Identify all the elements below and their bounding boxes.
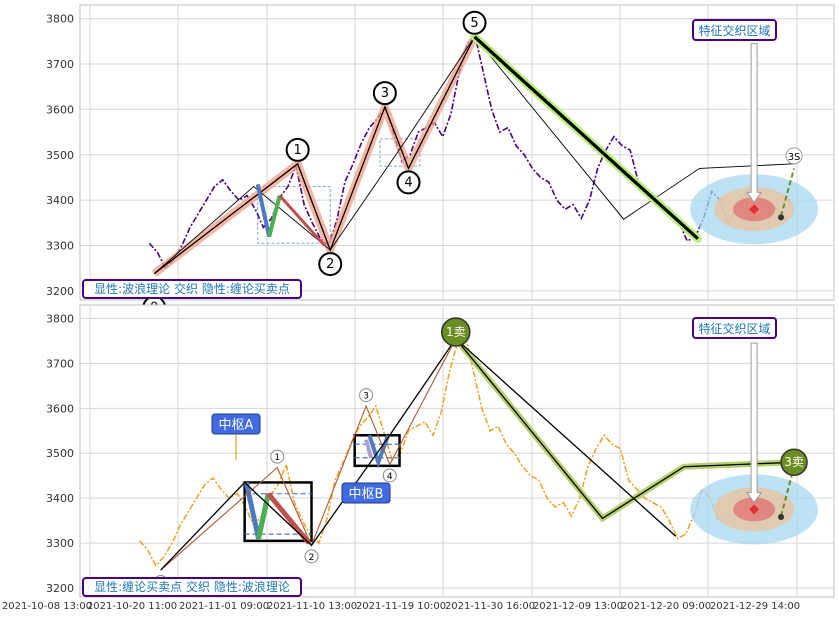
chanlun-down-line [455, 338, 677, 537]
y-tick-label: 3700 [46, 357, 74, 370]
plot-area [79, 304, 835, 598]
v-center-b-blue [367, 434, 391, 469]
chanlun-line-top [153, 36, 795, 275]
wave-point-marker [318, 252, 343, 277]
bottom-panel: 3200330034003500360037003800特征交织区域012341… [46, 304, 835, 598]
center-b-label: 中枢B [349, 487, 384, 502]
wave-point-label: 3S [788, 152, 801, 163]
wave-point-label: 5 [470, 16, 478, 31]
wave-point-small-marker [304, 549, 319, 564]
wave-point-marker [396, 170, 421, 195]
y-tick-label: 3800 [46, 312, 74, 325]
wave-point-label: 3 [381, 86, 389, 101]
caption-bottom-box [82, 577, 302, 597]
wave-point-marker [785, 147, 803, 165]
down-trend-line [473, 35, 699, 240]
top-panel: 3200330034003500360037003800特征交织区域012345… [46, 4, 835, 320]
wave-point-marker [285, 137, 310, 162]
wave-point-small-label: 1 [274, 453, 280, 463]
chanlun-line-bottom [160, 337, 795, 571]
wave-point-marker [372, 81, 397, 106]
x-tick-label: 2021-10-08 13:00 [2, 601, 92, 612]
hidden-wave-line [160, 338, 457, 571]
wave-point-small-marker [359, 388, 374, 403]
wave-point-label: 1 [294, 143, 302, 158]
projection-line-top [780, 168, 796, 217]
sell-3-marker [780, 448, 808, 476]
center-b-label-box [341, 482, 391, 504]
y-tick-label: 3600 [46, 402, 74, 415]
wave-point-small-marker [382, 468, 397, 483]
wave-line [153, 36, 476, 275]
zone-label-bottom-box [692, 317, 777, 339]
x-tick-label: 2021-11-30 16:00 [445, 601, 535, 612]
x-tick-label: 2021-12-09 13:00 [533, 601, 623, 612]
y-tick-label: 3500 [46, 149, 74, 162]
x-tick-label: 2021-10-20 11:00 [87, 601, 177, 612]
zone-core-diamond [749, 204, 760, 215]
y-tick-label: 3400 [46, 492, 74, 505]
x-tick-label: 2021-11-19 10:00 [356, 601, 446, 612]
caption-top: 显性:波浪理论 交织 隐性:缠论买卖点 [94, 281, 290, 296]
center-a-label: 中枢A [219, 418, 254, 433]
y-tick-label: 3800 [46, 13, 74, 26]
zone-label-top: 特征交织区域 [698, 23, 770, 38]
wave-point-label: 4 [404, 175, 412, 190]
zone-core-diamond [749, 504, 760, 515]
caption-bottom: 显性:缠论买卖点 交织 隐性:波浪理论 [94, 579, 290, 594]
zone-label-bottom: 特征交织区域 [698, 321, 770, 336]
zone-arrow [746, 43, 763, 204]
v-segment-red [278, 194, 326, 247]
center-b-rect [353, 434, 401, 468]
v-center-a-green [256, 493, 271, 540]
sell-1-label: 1卖 [446, 325, 466, 339]
zone-label-top-box [692, 19, 777, 41]
caption-top-box [82, 279, 302, 299]
projection-dot-top [778, 214, 785, 221]
y-tick-label: 3400 [46, 194, 74, 207]
y-tick-label: 3300 [46, 537, 74, 550]
center-a-rect [243, 481, 313, 543]
plot-area [79, 4, 835, 301]
wave-point-small-marker [270, 449, 285, 464]
x-tick-label: 2021-12-29 14:00 [710, 601, 800, 612]
y-tick-label: 3200 [46, 582, 74, 595]
v-center-a-red [266, 492, 311, 545]
wave-point-label: 2 [326, 257, 334, 272]
projection-dot-bottom [778, 514, 785, 521]
v-center-b-violet [364, 439, 373, 459]
y-tick-label: 3700 [46, 58, 74, 71]
y-tick-label: 3500 [46, 447, 74, 460]
x-tick-label: 2021-11-10 13:00 [267, 601, 357, 612]
wave-point-small-label: 2 [309, 553, 315, 563]
wave-point-small-label: 4 [387, 472, 393, 482]
y-tick-label: 3600 [46, 103, 74, 116]
y-tick-label: 3200 [46, 285, 74, 298]
sell-3-label: 3卖 [784, 455, 804, 469]
v-segment-green [267, 195, 282, 237]
wave-point-marker [462, 10, 487, 35]
sell-1-marker [441, 317, 471, 347]
wave-point-small-label: 3 [363, 392, 369, 402]
center-box-b [379, 138, 421, 167]
zone-arrow [746, 342, 763, 504]
x-tick-label: 2021-11-01 09:00 [179, 601, 269, 612]
y-tick-label: 3300 [46, 240, 74, 253]
x-tick-label: 2021-12-20 09:00 [621, 601, 711, 612]
